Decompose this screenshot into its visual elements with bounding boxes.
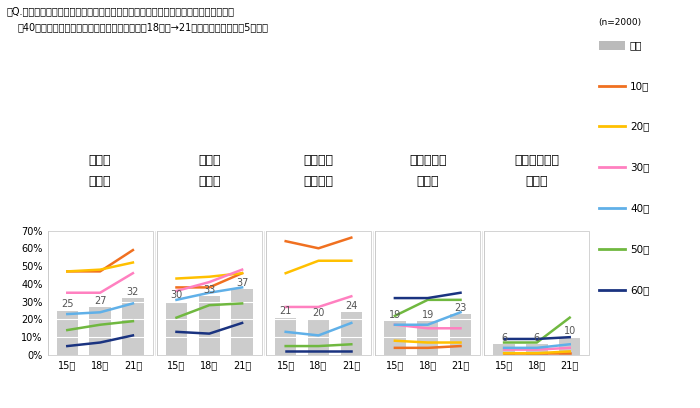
Bar bbox=[57, 310, 78, 355]
Bar bbox=[166, 302, 187, 355]
Text: 毛穴の: 毛穴の bbox=[89, 154, 111, 167]
Text: 25: 25 bbox=[61, 299, 74, 309]
Text: 30代: 30代 bbox=[630, 162, 650, 172]
Text: 19: 19 bbox=[421, 310, 434, 320]
Text: 目立つ: 目立つ bbox=[198, 175, 220, 188]
Text: 小じわ: 小じわ bbox=[416, 175, 439, 188]
Text: ライン: ライン bbox=[526, 175, 548, 188]
Text: 黒ずみ: 黒ずみ bbox=[89, 175, 111, 188]
Bar bbox=[275, 317, 296, 355]
Text: 60代: 60代 bbox=[630, 285, 650, 295]
Text: 全体: 全体 bbox=[630, 40, 643, 50]
Bar bbox=[341, 312, 362, 355]
Bar bbox=[526, 344, 547, 355]
Text: 10: 10 bbox=[564, 326, 576, 336]
Text: 10代: 10代 bbox=[630, 81, 650, 91]
Bar bbox=[199, 296, 220, 355]
Bar bbox=[494, 344, 514, 355]
Bar bbox=[417, 321, 438, 355]
Text: 37: 37 bbox=[236, 278, 248, 288]
Text: 吻き出物: 吻き出物 bbox=[304, 175, 333, 188]
Text: 毛穴が: 毛穴が bbox=[198, 154, 220, 167]
Text: 21: 21 bbox=[279, 306, 292, 316]
Text: 首のしわ・: 首のしわ・ bbox=[409, 154, 447, 167]
Text: 32: 32 bbox=[127, 287, 139, 297]
Text: 19: 19 bbox=[389, 310, 401, 320]
Text: 40代: 40代 bbox=[630, 203, 650, 213]
Text: 20: 20 bbox=[312, 308, 325, 318]
Text: 20代: 20代 bbox=[630, 122, 650, 131]
Text: (n=2000): (n=2000) bbox=[598, 18, 642, 27]
Text: 『Q.　次のうち、あなたの冬のお肘（顔全体）で気になることをあげてください。』: 『Q. 次のうち、あなたの冬のお肘（顔全体）で気になることをあげてください。』 bbox=[7, 6, 235, 16]
Text: 27: 27 bbox=[94, 295, 106, 306]
Bar bbox=[308, 319, 329, 355]
Text: 6: 6 bbox=[501, 333, 507, 343]
Text: マリオネット: マリオネット bbox=[514, 154, 559, 167]
Text: 6: 6 bbox=[534, 333, 540, 343]
Bar bbox=[384, 321, 405, 355]
Bar bbox=[559, 337, 580, 355]
Text: 24: 24 bbox=[345, 301, 358, 311]
Bar bbox=[232, 289, 253, 355]
Text: 30: 30 bbox=[170, 290, 183, 300]
Text: ニキビ・: ニキビ・ bbox=[304, 154, 333, 167]
Text: 33: 33 bbox=[203, 285, 216, 295]
Text: 40　の選択肢を提示（複数回答）したうち、18　冬→21　冬での増加上位　5　項目: 40 の選択肢を提示（複数回答）したうち、18 冬→21 冬での増加上位 5 項… bbox=[18, 22, 269, 33]
Bar bbox=[90, 307, 111, 355]
Bar bbox=[122, 298, 144, 355]
Bar bbox=[450, 314, 471, 355]
Text: 23: 23 bbox=[454, 303, 467, 313]
Text: 50代: 50代 bbox=[630, 244, 650, 254]
